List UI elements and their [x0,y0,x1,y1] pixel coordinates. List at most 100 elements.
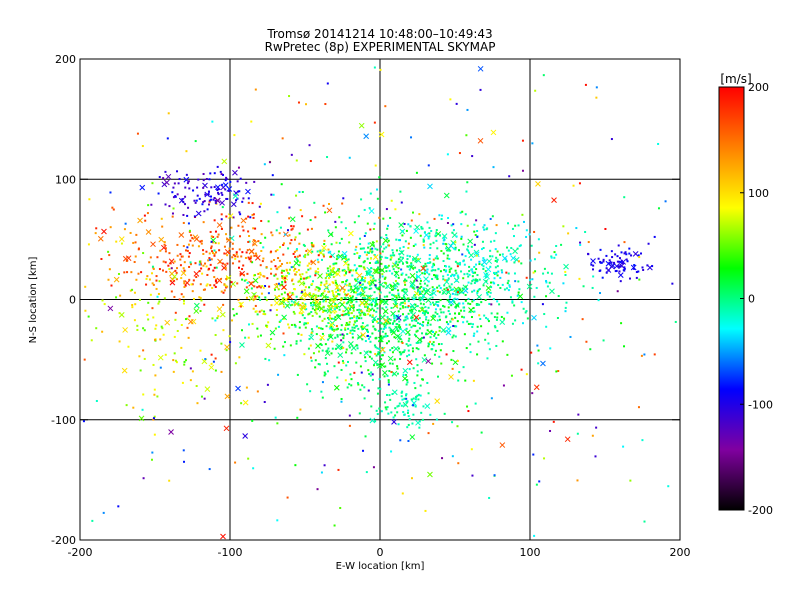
data-point [379,387,382,390]
data-point [327,347,330,350]
data-point [360,310,363,313]
data-point [319,303,322,306]
data-point [423,282,426,285]
data-point [336,289,339,292]
data-point [495,318,498,321]
data-point [123,271,126,274]
data-point [456,262,459,265]
data-point [164,250,167,253]
data-point [576,432,579,435]
data-point [211,317,214,320]
data-point [467,249,470,252]
data-point [451,336,454,339]
data-point [291,227,294,230]
data-point [292,310,295,313]
data-point [323,317,326,320]
data-point [271,174,274,177]
data-point [494,259,497,262]
data-point [434,311,437,314]
data-point [478,260,481,263]
data-point [473,332,476,335]
data-point [377,288,380,291]
data-point [251,202,254,205]
data-point [320,293,323,296]
data-point [451,292,454,295]
data-point [356,315,359,318]
data-point [454,316,457,319]
data-point [312,245,315,248]
data-point [212,236,215,239]
data-point [342,197,345,200]
data-point [409,309,412,312]
data-point [411,310,414,313]
data-point [418,327,421,330]
data-point [391,249,394,252]
data-point [475,280,478,283]
data-point [406,265,409,268]
data-point [224,393,231,400]
data-point [370,283,373,286]
data-point [531,142,534,145]
data-point [294,299,297,302]
data-point [435,301,438,304]
data-point [413,287,416,290]
data-point [330,325,333,328]
data-point [407,439,410,442]
data-point [533,230,536,233]
data-point [334,318,337,321]
data-point [150,241,156,248]
data-point [336,334,339,337]
data-point [287,247,290,250]
data-point [473,289,476,292]
data-point [337,468,340,471]
data-point [334,226,337,229]
data-point [276,277,279,280]
data-point [500,269,503,272]
data-point [575,227,578,230]
data-point [376,347,379,350]
data-point [182,245,185,248]
data-point [589,348,592,351]
data-point [359,291,362,294]
data-point [385,208,388,211]
data-point [83,358,86,361]
data-point [553,256,556,259]
data-point [241,225,244,228]
data-point [348,346,351,349]
data-point [579,241,582,244]
data-point [403,404,406,407]
data-point [380,340,383,343]
data-point [308,292,311,295]
data-point [299,304,302,307]
data-point [353,371,356,374]
data-point [254,304,257,307]
data-point [215,266,218,269]
data-point [210,245,213,248]
data-point [274,416,277,419]
data-point [349,269,352,272]
data-point [601,276,604,279]
data-point [147,204,150,207]
data-point [610,261,613,264]
data-point [637,254,640,257]
data-point [405,329,411,336]
data-point [467,297,470,300]
data-point [330,327,333,330]
data-point [502,384,505,387]
data-point [270,250,273,253]
data-point [354,284,357,287]
data-point [345,302,348,305]
data-point [448,257,451,260]
data-point [436,290,439,293]
data-point [170,290,173,293]
data-point [405,323,408,326]
data-point [385,246,388,249]
data-point [388,326,391,329]
data-point [529,259,532,262]
data-point [533,384,540,391]
data-point [398,253,401,256]
data-point [500,315,503,318]
data-point [392,251,395,254]
data-point [484,273,490,280]
data-point [422,287,425,290]
